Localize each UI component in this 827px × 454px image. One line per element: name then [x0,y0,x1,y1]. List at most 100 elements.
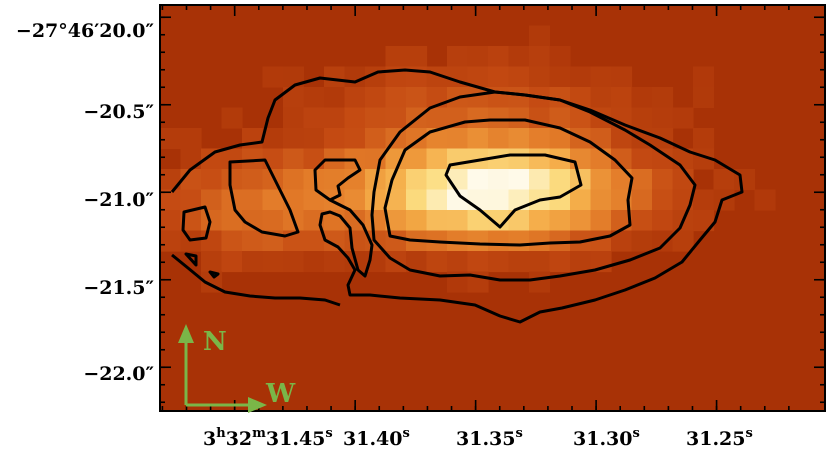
heatmap-pixel [406,210,428,232]
heatmap-pixel [488,189,510,211]
heatmap-pixel [303,87,325,109]
heatmap-pixel [488,107,510,129]
heatmap-pixel [242,189,264,211]
heatmap-pixel [529,148,551,170]
heatmap-pixel [488,66,510,88]
heatmap-pixel [160,210,182,232]
heatmap-pixel [611,66,633,88]
heatmap-pixel [303,230,325,252]
heatmap-pixel [221,230,243,252]
heatmap-pixel [180,148,202,170]
heatmap-pixel [324,107,346,129]
west-arrowhead-icon [248,397,267,413]
heatmap-pixel [160,128,182,150]
x-axis-labels: 3h32m31.45s 31.40s 31.35s 31.30s 31.25s [203,426,753,450]
heatmap-pixels [160,25,776,293]
heatmap-pixel [406,87,428,109]
heatmap-pixel [447,230,469,252]
heatmap-pixel [652,210,674,232]
heatmap-pixel [693,210,715,232]
heatmap-pixel [344,169,366,191]
heatmap-pixel [508,107,530,129]
heatmap-pixel [611,148,633,170]
contour-line-8 [208,270,220,279]
heatmap-pixel [365,210,387,232]
heatmap-pixel [529,210,551,232]
heatmap-pixel [324,87,346,109]
heatmap-pixel [529,66,551,88]
heatmap-pixel [242,251,264,273]
heatmap-pixel [508,128,530,150]
heatmap-pixel [242,169,264,191]
heatmap-pixel [365,87,387,109]
heatmap-pixel [549,46,571,68]
heatmap-pixel [652,148,674,170]
heatmap-pixel [590,128,612,150]
heatmap-pixel [611,87,633,109]
heatmap-pixel [549,128,571,150]
contour-line-4 [444,153,583,229]
heatmap-pixel [590,189,612,211]
heatmap-pixel [529,128,551,150]
heatmap-pixel [426,251,448,273]
heatmap-pixel [344,210,366,232]
heatmap-pixel [242,210,264,232]
heatmap-pixel [488,46,510,68]
heatmap-pixel [344,189,366,211]
heatmap-pixel [283,66,305,88]
heatmap-pixel [221,148,243,170]
heatmap-pixel [652,169,674,191]
heatmap-pixel [508,46,530,68]
heatmap-pixel [508,210,530,232]
heatmap-pixel [508,148,530,170]
heatmap-pixel [262,189,284,211]
heatmap-pixel [570,107,592,129]
heatmap-pixel [201,251,223,273]
heatmap-pixel [406,189,428,211]
heatmap-pixel [611,189,633,211]
heatmap-pixel [549,169,571,191]
heatmap-pixel [652,230,674,252]
heatmap-pixel [344,66,366,88]
y-tick-label-4: −22.0″ [83,363,154,385]
heatmap-pixel [508,230,530,252]
heatmap-pixel [488,230,510,252]
contour-line-1 [171,253,341,307]
heatmap-pixel [549,107,571,129]
heatmap-pixel [344,87,366,109]
heatmap-pixel [693,189,715,211]
y-axis-labels: −27°46′20.0″ −20.5″ −21.0″ −21.5″ −22.0″ [16,20,155,385]
heatmap-pixel [672,107,694,129]
heatmap-pixel [385,148,407,170]
heatmap-pixel [283,169,305,191]
heatmap-pixel [221,107,243,129]
heatmap-pixel [529,46,551,68]
heatmap-pixel [467,128,489,150]
heatmap-pixel [549,210,571,232]
heatmap-pixel [426,148,448,170]
heatmap-pixel [529,230,551,252]
contour-line-7 [184,252,198,267]
heatmap-pixel [262,251,284,273]
heatmap-pixel [488,169,510,191]
plot-frame [159,4,826,412]
heatmap-pixel [611,230,633,252]
heatmap-pixel [262,169,284,191]
heatmap-image [160,5,825,411]
heatmap-pixel [385,107,407,129]
heatmap-pixel [488,210,510,232]
heatmap-pixel [590,210,612,232]
heatmap-pixel [385,46,407,68]
north-label: N [203,327,227,357]
heatmap-pixel [590,66,612,88]
heatmap-pixel [201,148,223,170]
heatmap-pixel [570,66,592,88]
heatmap-pixel [549,230,571,252]
heatmap-pixel [385,189,407,211]
heatmap-pixel [303,189,325,211]
heatmap-pixel [590,169,612,191]
contour-line-2 [370,90,697,282]
heatmap-pixel [447,251,469,273]
heatmap-pixel [242,148,264,170]
